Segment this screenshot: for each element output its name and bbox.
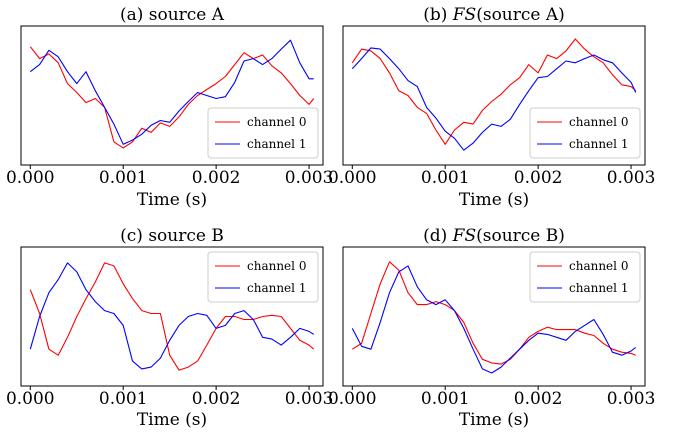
panel-d-x-tick-label-3: 0.003: [607, 389, 656, 409]
panel-c-x-ticks: 0.000 0.001 0.002 0.003: [6, 386, 333, 409]
panel-d-title-suffix: (source B): [476, 226, 565, 246]
panel-a-x-tick-label-2: 0.002: [192, 168, 241, 188]
panel-a-x-tick-label-1: 0.001: [99, 168, 148, 188]
panel-b-x-tick-label-0: 0.000: [328, 168, 377, 188]
panel-a-x-tick-label-3: 0.003: [285, 168, 334, 188]
panel-b-series-line-channel-1: [351, 47, 637, 151]
panel-d-title: (d) FS(source B): [423, 226, 565, 246]
panel-d-title-italic: FS: [452, 226, 476, 246]
panel-b-x-tick-label-1: 0.001: [421, 168, 470, 188]
panel-b-series: [351, 38, 637, 151]
panel-a-xlabel: Time (s): [137, 190, 207, 210]
panel-a-x-tick-label-0: 0.000: [6, 168, 55, 188]
panel-a-x-ticks: 0.000 0.001 0.002 0.003: [6, 165, 333, 188]
panel-b-xlabel: Time (s): [459, 190, 529, 210]
panel-d-legend-box: [529, 251, 641, 303]
panel-d-legend-label-channel-1: channel 1: [569, 281, 628, 295]
panel-d-legend-label-channel-0: channel 0: [569, 259, 628, 273]
panel-c-series-line-channel-1: [29, 262, 315, 370]
panel-c-title: (c) source B: [120, 226, 224, 246]
panel-b-title-prefix: (b): [423, 5, 453, 25]
panel-a-axes-frame: [20, 25, 324, 166]
panel-d-series-line-channel-0: [352, 261, 636, 365]
panel-b-legend: channel 0 channel 1: [529, 107, 641, 159]
panel-b-legend-box: [529, 107, 641, 159]
panel-b-legend-label-channel-1: channel 1: [569, 137, 628, 151]
panel-d-title-prefix: (d): [423, 226, 453, 246]
panel-c-xlabel: Time (s): [137, 410, 207, 430]
panel-c-x-tick-label-2: 0.002: [192, 389, 241, 409]
panel-a-title: (a) source A: [120, 5, 225, 25]
panel-a: (a) source A 0.000 0.001 0.002 0.003 Time (…: [6, 5, 333, 210]
panel-b-x-tick-label-2: 0.002: [514, 168, 563, 188]
panel-a-legend-label-channel-0: channel 0: [247, 115, 306, 129]
panel-b-axes-frame: [342, 25, 646, 166]
panel-c: (c) source B 0.000 0.001 0.002 0.003 Time (…: [6, 226, 333, 430]
panel-c-x-tick-label-1: 0.001: [99, 389, 148, 409]
panel-d-x-tick-label-2: 0.002: [514, 389, 563, 409]
panel-d-x-tick-label-0: 0.000: [328, 389, 377, 409]
panel-c-x-tick-label-3: 0.003: [285, 389, 334, 409]
panel-c-legend-box: [207, 251, 319, 303]
panel-d-series-line-channel-1: [351, 265, 637, 374]
panel-b-title-italic: FS: [452, 5, 476, 25]
panel-d-series: [351, 261, 637, 374]
panel-d: (d) FS(source B) 0.000 0.001 0.002 0.003 Ti…: [328, 226, 655, 430]
panel-b: (b) FS(source A) 0.000 0.001 0.002 0.003 Ti…: [328, 5, 655, 210]
panel-c-legend-label-channel-0: channel 0: [247, 259, 306, 273]
panel-a-series: [29, 39, 315, 149]
panel-d-xlabel: Time (s): [459, 410, 529, 430]
panel-b-legend-label-channel-0: channel 0: [569, 115, 628, 129]
panel-c-legend: channel 0 channel 1: [207, 251, 319, 303]
panel-a-legend-label-channel-1: channel 1: [247, 137, 306, 151]
panel-a-legend: channel 0 channel 1: [207, 107, 319, 159]
panel-a-series-line-channel-1: [29, 39, 314, 145]
panel-d-axes-frame: [342, 246, 646, 387]
panel-b-x-tick-label-3: 0.003: [607, 168, 656, 188]
panel-b-title-suffix: (source A): [476, 5, 565, 25]
panel-b-title: (b) FS(source A): [423, 5, 565, 25]
panel-d-x-ticks: 0.000 0.001 0.002 0.003: [328, 386, 655, 409]
panel-c-axes-frame: [20, 246, 324, 387]
panel-b-x-ticks: 0.000 0.001 0.002 0.003: [328, 165, 655, 188]
panel-d-x-tick-label-1: 0.001: [421, 389, 470, 409]
panel-d-legend: channel 0 channel 1: [529, 251, 641, 303]
panel-c-x-tick-label-0: 0.000: [6, 389, 55, 409]
panel-c-series: [29, 262, 315, 371]
panel-a-series-line-channel-0: [29, 46, 315, 149]
panel-c-series-line-channel-0: [29, 262, 315, 371]
panel-c-legend-label-channel-1: channel 1: [247, 281, 306, 295]
panel-a-legend-box: [207, 107, 319, 159]
